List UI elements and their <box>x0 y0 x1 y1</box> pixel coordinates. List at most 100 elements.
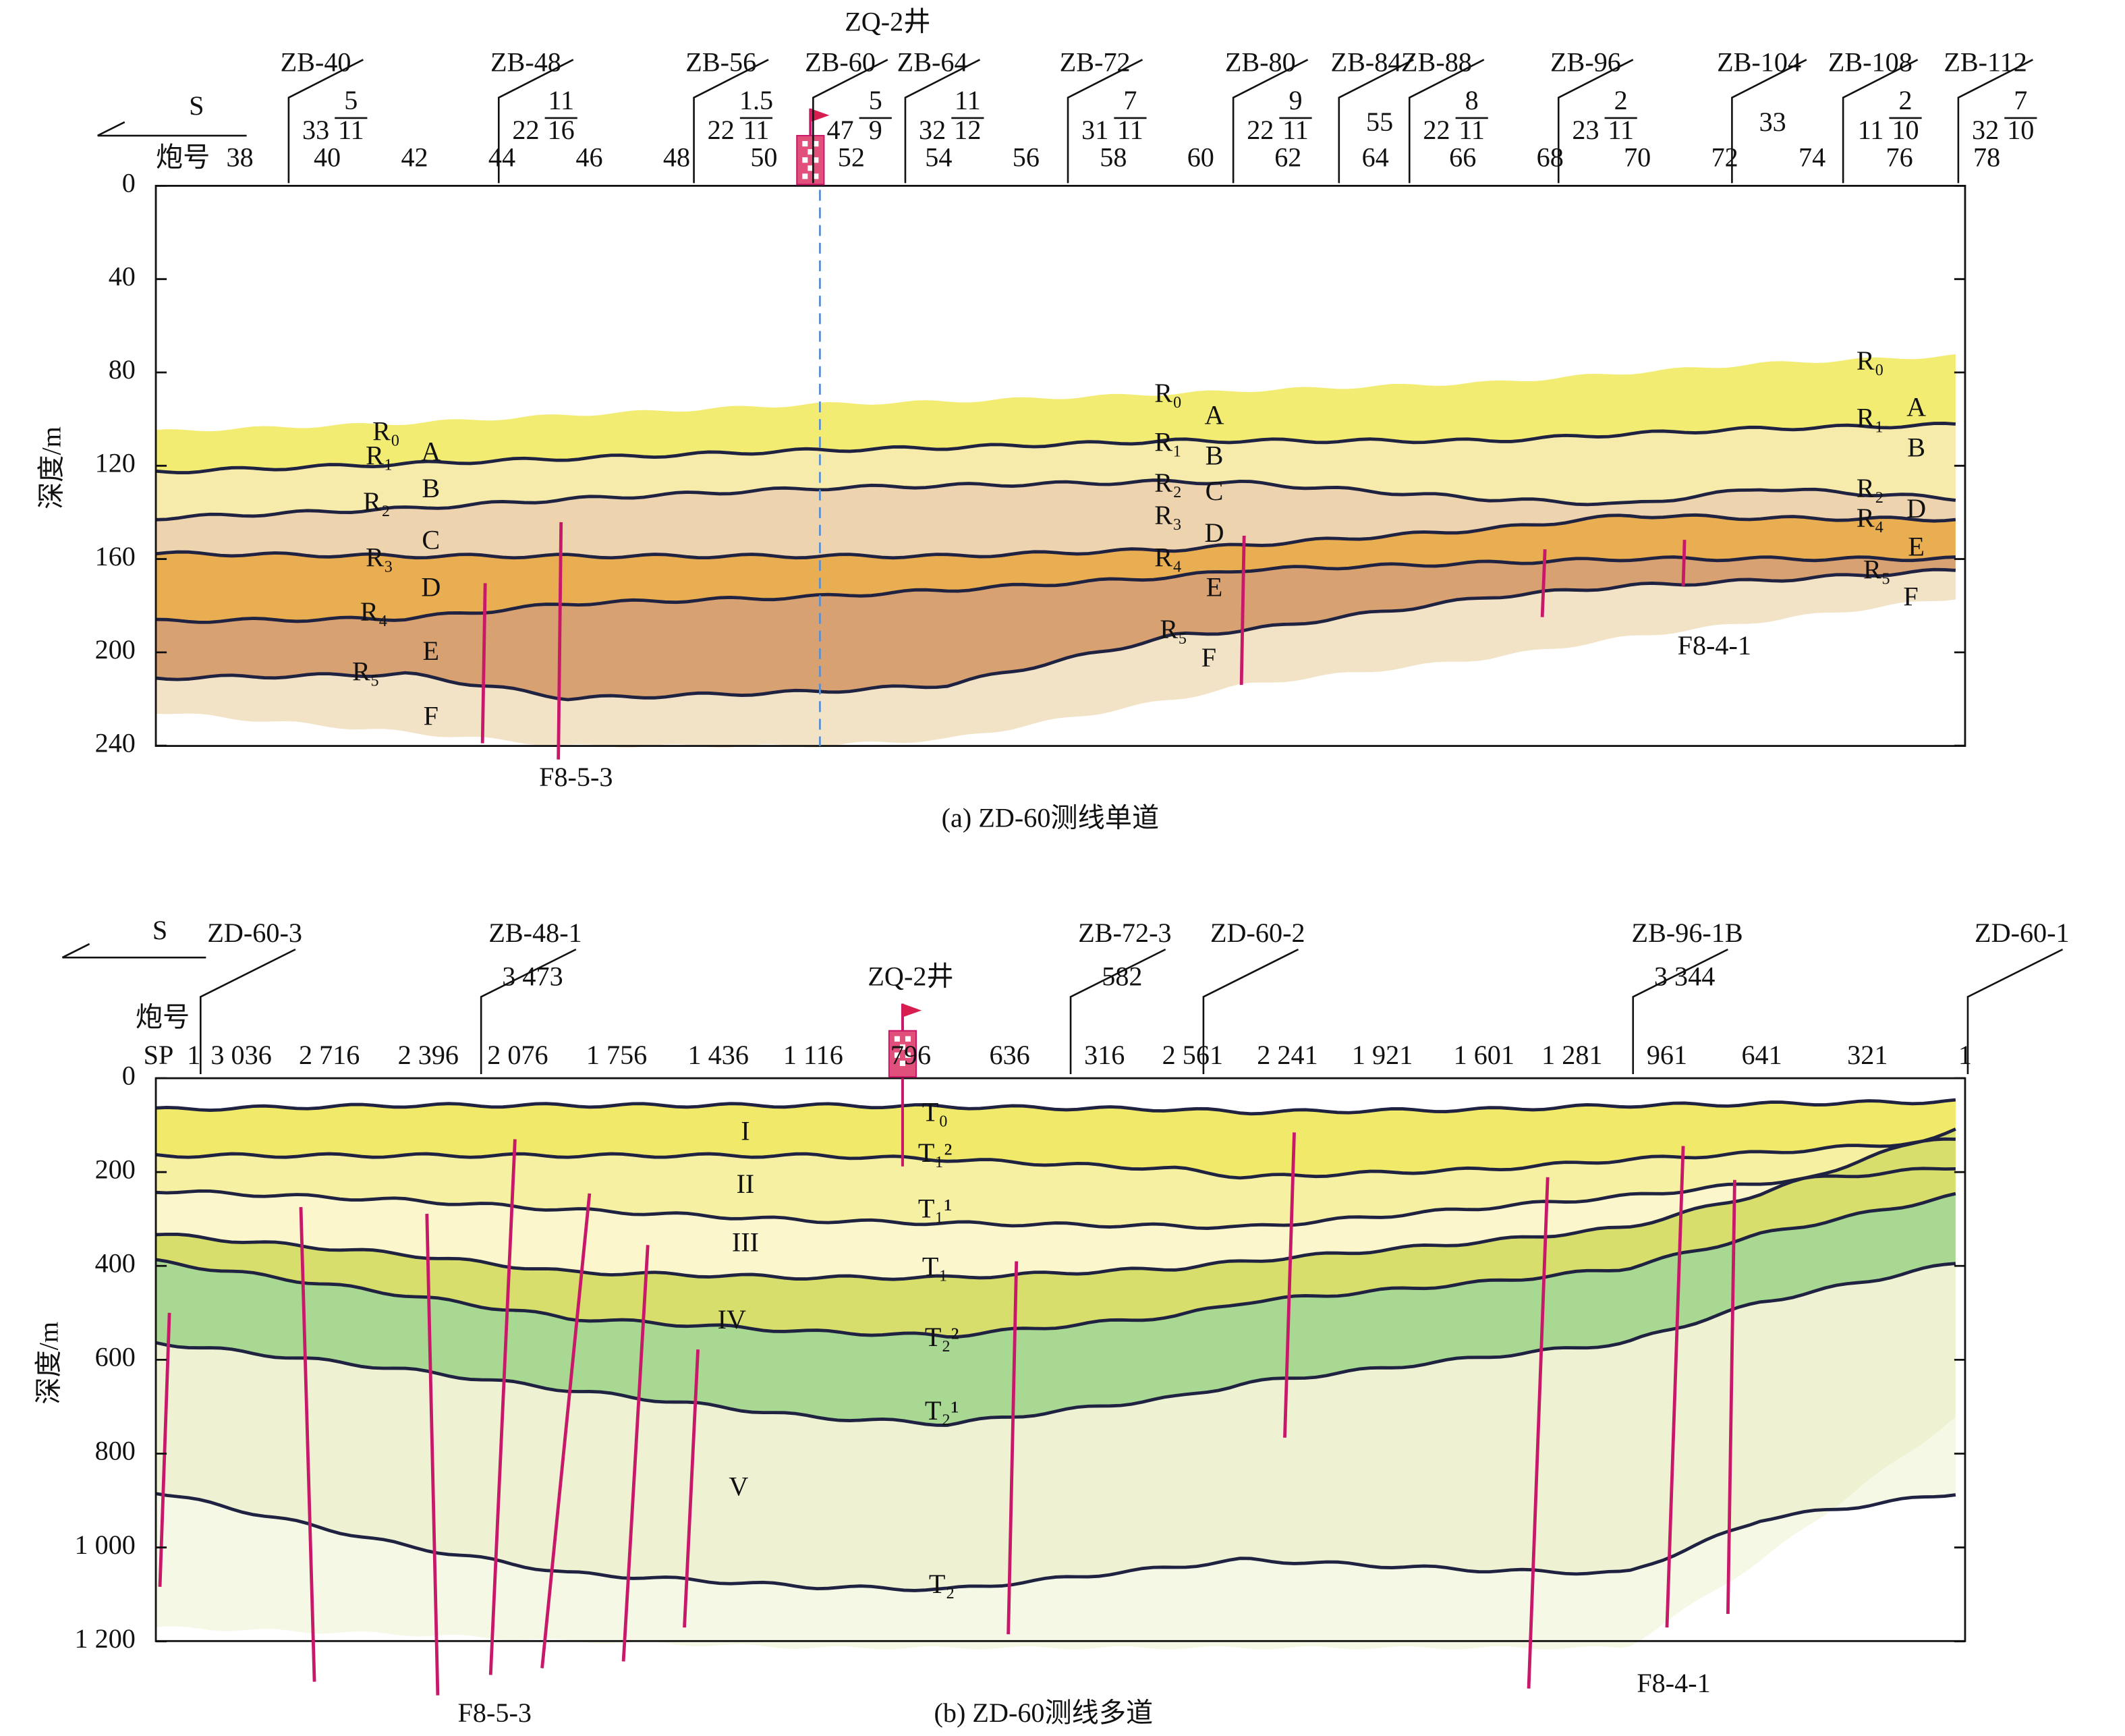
well-pattern <box>802 141 819 179</box>
shot-number: 1 281 <box>1541 1040 1602 1070</box>
layer-label: D <box>421 572 441 603</box>
station-marker <box>1957 59 2033 184</box>
direction-arrow <box>61 943 90 959</box>
layer-label: R₅ <box>352 656 380 686</box>
rock-layer <box>156 1129 1956 1280</box>
station-numerator: 2 <box>1614 85 1628 115</box>
fault-line <box>1665 1146 1685 1628</box>
layer-label: R₁ <box>1154 427 1182 457</box>
y-tick-label: 80 <box>109 354 136 385</box>
station-numerator: 5 <box>869 85 882 115</box>
shot-number: 46 <box>575 142 602 172</box>
station-denominator: 9 <box>869 115 882 145</box>
station-depth: 22 <box>1247 115 1274 145</box>
shot-number: 1 436 <box>688 1040 749 1070</box>
station-denominator: 16 <box>548 115 575 145</box>
station-marker <box>287 59 364 184</box>
shot-number: 58 <box>1100 142 1127 172</box>
station-denominator: 10 <box>2007 115 2034 145</box>
rock-layer <box>156 1263 1956 1591</box>
shot-number: 54 <box>925 142 952 172</box>
station-numerator: 2 <box>1899 85 1913 115</box>
y-tick-label: 160 <box>95 541 136 571</box>
layer-label: B <box>1907 432 1925 463</box>
station-name: ZB-56 <box>685 47 756 78</box>
shot-number: 60 <box>1187 142 1214 172</box>
station-marker <box>693 59 769 184</box>
horizon-line <box>155 1167 1956 1230</box>
shot-label: 炮号 <box>156 142 210 172</box>
shot-number: 52 <box>838 142 865 172</box>
shot-number: 72 <box>1711 142 1738 172</box>
station-marker <box>1408 59 1485 184</box>
layer-label: R₁ <box>1857 402 1884 432</box>
station-marker <box>1731 59 1807 184</box>
layer-label: E <box>1908 531 1925 561</box>
layer-label: R₂ <box>1154 468 1182 498</box>
station-marker <box>812 59 888 184</box>
shot-number: 70 <box>1624 142 1651 172</box>
fault-label: F8-4-1 <box>1678 630 1751 661</box>
layer-label: R₀ <box>1857 345 1884 376</box>
layer-label: C <box>1206 476 1224 506</box>
station-name: ZB-112 <box>1944 47 2027 78</box>
station-name: ZB-80 <box>1225 47 1296 78</box>
fault-line <box>1726 1179 1736 1615</box>
y-axis-label: 深度/m <box>34 1322 64 1405</box>
horizon-line <box>155 555 1956 624</box>
well-icon <box>888 1003 922 1078</box>
rock-layer <box>156 1100 1956 1178</box>
shot-number: 48 <box>663 142 690 172</box>
station-numerator: 11 <box>548 85 574 115</box>
station-name: ZB-96-1B <box>1632 918 1743 948</box>
layer-label: V <box>729 1471 748 1501</box>
station-depth: 55 <box>1366 107 1393 137</box>
layer-label: R₄ <box>1857 503 1884 533</box>
rock-layer <box>156 354 1956 473</box>
y-tick-label: 200 <box>95 1154 136 1184</box>
shot-label: 炮号 <box>136 1002 190 1032</box>
shot-number: 2 716 <box>299 1040 360 1070</box>
horizon-line <box>155 1098 1956 1116</box>
shot-number: 66 <box>1449 142 1476 172</box>
y-tick-label: 240 <box>95 727 136 758</box>
station-marker <box>1232 59 1309 184</box>
station-marker <box>1632 948 1728 1075</box>
y-tick-label: 200 <box>95 634 136 665</box>
shot-number: 2 396 <box>398 1040 459 1070</box>
layer-label: C <box>422 524 440 555</box>
rock-layer <box>156 569 1956 748</box>
station-name: ZB-48-1 <box>488 918 582 948</box>
y-tick-label: 400 <box>95 1248 136 1278</box>
fault-line <box>1239 535 1246 685</box>
station-denominator: 11 <box>1608 115 1634 145</box>
horizon-line <box>155 1137 1956 1180</box>
y-axis-label: 深度/m <box>36 426 67 509</box>
fault-line <box>1540 549 1547 617</box>
sp-label: SP <box>144 1040 174 1070</box>
shot-number: 2 241 <box>1257 1040 1318 1070</box>
direction-label: S <box>152 915 167 945</box>
station-numerator: 8 <box>1465 85 1479 115</box>
rock-layer <box>156 1416 1956 1650</box>
shot-number: 74 <box>1798 142 1825 172</box>
shot-number: 1 921 <box>1352 1040 1413 1070</box>
station-name: ZB-84 <box>1331 47 1402 78</box>
shot-number: 796 <box>890 1040 931 1070</box>
station-depth: 31 <box>1081 115 1108 145</box>
well-pattern <box>894 1036 911 1066</box>
shot-number: 44 <box>488 142 515 172</box>
layer-label: I <box>741 1116 749 1146</box>
station-denominator: 11 <box>1282 115 1309 145</box>
station-marker <box>480 948 577 1075</box>
station-value: 3 473 <box>502 961 563 992</box>
station-denominator: 11 <box>1458 115 1485 145</box>
station-name: ZD-60-1 <box>1975 918 2070 948</box>
station-marker <box>497 59 574 184</box>
well-label: ZQ-2井 <box>868 961 953 992</box>
fault-line <box>1681 539 1687 586</box>
station-value: 582 <box>1102 961 1142 992</box>
layer-label: III <box>732 1227 759 1258</box>
station-numerator: 7 <box>2014 85 2027 115</box>
